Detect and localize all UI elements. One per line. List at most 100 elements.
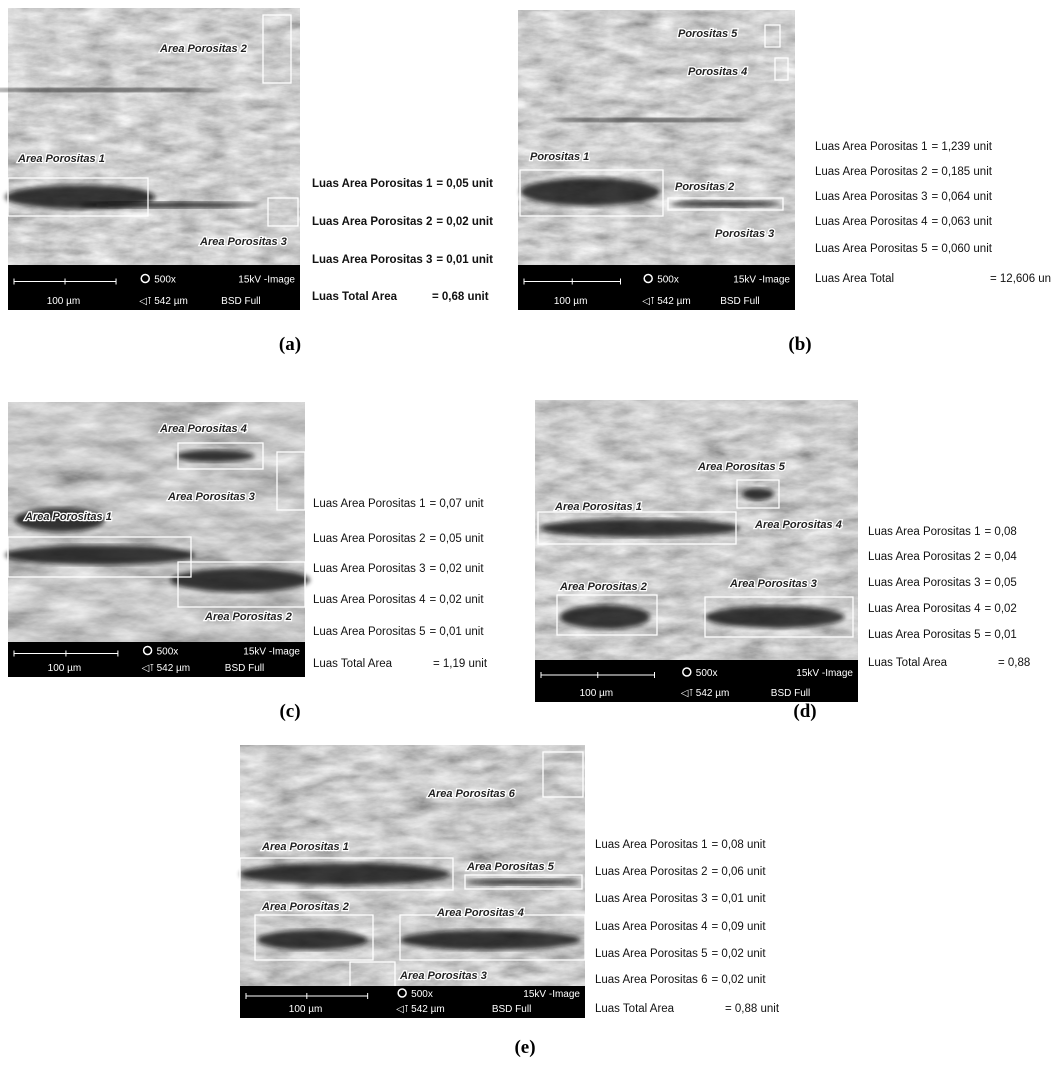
area-row: Luas Area Porositas 2= 0,06 unit	[595, 866, 766, 878]
total-value: = 1,19 unit	[433, 658, 488, 670]
area-row: Luas Area Porositas 2= 0,04	[868, 551, 1017, 563]
region-label: Area Porositas 4	[159, 423, 247, 435]
area-label: Luas Area Porositas 5	[815, 243, 928, 255]
area-label: Luas Area Porositas 3	[313, 563, 426, 575]
area-label: Luas Area Porositas 3	[312, 254, 432, 266]
area-label: Luas Area Porositas 5	[868, 629, 981, 641]
area-label: Luas Area Porositas 2	[868, 551, 981, 563]
magnification: 500x	[696, 668, 718, 679]
region-label: Porositas 3	[715, 228, 774, 240]
scale-text: 100 µm	[289, 1004, 323, 1015]
region-label: Area Porositas 3	[167, 491, 255, 503]
area-row: Luas Area Porositas 2= 0,185 unit	[815, 166, 993, 178]
area-value: = 0,063 unit	[932, 216, 993, 228]
field-width: 542 µm	[696, 688, 730, 699]
magnification: 500x	[657, 275, 679, 286]
total-label: Luas Total Area	[868, 657, 948, 669]
region-label: Area Porositas 5	[466, 861, 555, 873]
panel-label: (e)	[514, 1037, 535, 1058]
pore	[257, 930, 367, 950]
area-label: Luas Area Porositas 1	[312, 178, 433, 190]
area-value: = 0,02 unit	[430, 594, 485, 606]
area-row: Luas Area Porositas 1= 1,239 unit	[815, 141, 993, 153]
area-row: Luas Area Porositas 6= 0,02 unit	[595, 974, 766, 986]
detector: BSD Full	[225, 663, 264, 674]
panel-label: (a)	[279, 334, 301, 355]
scale-text: 100 µm	[554, 296, 588, 307]
voltage: 15kV -Image	[243, 647, 300, 658]
pore	[175, 450, 255, 462]
area-row: Luas Area Porositas 3= 0,064 unit	[815, 191, 993, 203]
area-value: = 0,08	[985, 526, 1017, 538]
area-row: Luas Area Porositas 1= 0,08	[868, 526, 1017, 538]
area-value: = 0,01 unit	[430, 626, 485, 638]
pore	[520, 178, 660, 206]
pore	[240, 863, 450, 885]
pore	[705, 606, 845, 628]
area-label: Luas Area Porositas 1	[595, 839, 708, 851]
detector: BSD Full	[771, 688, 810, 699]
area-value: = 0,05 unit	[436, 178, 493, 190]
region-label: Area Porositas 4	[754, 519, 842, 531]
region-label: Area Porositas 4	[436, 907, 524, 919]
area-row: Luas Area Porositas 3 = 0,05	[868, 577, 1017, 589]
field-icon: ◁⊺	[642, 296, 655, 307]
area-label: Luas Area Porositas 1	[815, 141, 928, 153]
region-label: Area Porositas 2	[559, 581, 647, 593]
field-width: 542 µm	[411, 1004, 445, 1015]
area-value: = 0,02 unit	[430, 563, 485, 575]
region-label: Porositas 1	[530, 151, 589, 163]
region-label: Area Porositas 1	[17, 153, 105, 165]
area-row: Luas Area Porositas 3= 0,01 unit	[595, 893, 766, 905]
panel-label: (c)	[279, 701, 300, 722]
region-label: Area Porositas 1	[261, 841, 349, 853]
field-icon: ◁⊺	[396, 1004, 409, 1015]
area-value: = 0,09 unit	[712, 921, 767, 933]
field-width: 542 µm	[154, 296, 188, 307]
area-value: = 0,01	[985, 629, 1017, 641]
area-row: Luas Area Porositas 4= 0,063 unit	[815, 216, 993, 228]
area-value: = 0,01 unit	[712, 893, 767, 905]
area-label: Luas Area Porositas 5	[595, 948, 708, 960]
region-label: Area Porositas 3	[399, 970, 487, 982]
sem-panel: Area Porositas 2 Area Porositas 1 Area Por…	[0, 8, 300, 310]
area-value: = 0,02	[985, 603, 1017, 615]
area-row: Luas Area Porositas 4= 0,09 unit	[595, 921, 766, 933]
area-label: Luas Area Porositas 2	[595, 866, 708, 878]
area-row: Luas Area Porositas 5 = 0,01	[868, 629, 1017, 641]
panel-label: (b)	[788, 334, 811, 355]
detector: BSD Full	[492, 1004, 531, 1015]
total-value: = 12,606 unit	[990, 273, 1051, 285]
area-label: Luas Area Porositas 3	[868, 577, 981, 589]
region-label: Porositas 4	[688, 66, 747, 78]
region-label: Area Porositas 3	[199, 236, 287, 248]
region-label: Area Porositas 6	[427, 788, 516, 800]
pore	[80, 202, 260, 208]
area-row: Luas Area Porositas 3= 0,01 unit	[312, 254, 493, 266]
pore	[466, 879, 580, 885]
sem-panel: Area Porositas 4 Area Porositas 3 Area Por…	[5, 402, 310, 677]
total-value: = 0,68 unit	[432, 291, 489, 303]
field-icon: ◁⊺	[142, 663, 155, 674]
area-value: = 0,05	[985, 577, 1017, 589]
region-label: Area Porositas 2	[261, 901, 349, 913]
magnification: 500x	[411, 989, 433, 1000]
region-label: Area Porositas 2	[204, 611, 292, 623]
pore	[5, 545, 195, 565]
area-row: Luas Area Porositas 4= 0,02 unit	[313, 594, 484, 606]
area-label: Luas Area Porositas 5	[313, 626, 426, 638]
area-value: = 0,060 unit	[932, 243, 993, 255]
region-label: Area Porositas 5	[697, 461, 786, 473]
pore	[670, 201, 780, 207]
region-label: Area Porositas 2	[159, 43, 247, 55]
scale-text: 100 µm	[580, 688, 614, 699]
region-label: Area Porositas 1	[554, 501, 642, 513]
total-label: Luas Total Area	[595, 1003, 675, 1015]
area-row: Luas Area Porositas 5 = 0,060 unit	[815, 243, 993, 255]
region-label: Area Porositas 1	[24, 511, 112, 523]
area-label: Luas Area Porositas 2	[312, 216, 432, 228]
voltage: 15kV -Image	[523, 989, 580, 1000]
sem-panel: Area Porositas 6 Area Porositas 1 Area Por…	[240, 745, 585, 1018]
area-label: Luas Area Porositas 4	[868, 603, 981, 615]
